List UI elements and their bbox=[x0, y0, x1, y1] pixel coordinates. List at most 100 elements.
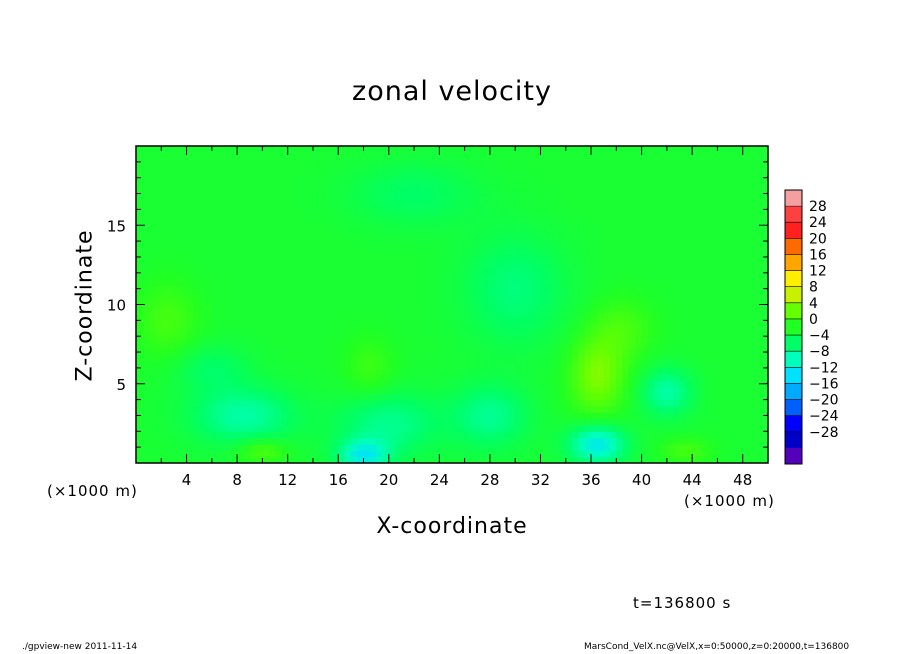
heatmap-cell bbox=[635, 146, 643, 153]
heatmap-cell bbox=[199, 196, 207, 204]
heatmap-cell bbox=[142, 285, 150, 293]
heatmap-cell bbox=[578, 456, 586, 463]
heatmap-cell bbox=[572, 165, 579, 172]
heatmap-cell bbox=[306, 171, 314, 179]
heatmap-cell bbox=[350, 285, 358, 293]
heatmap-cell bbox=[534, 247, 542, 255]
heatmap-cell bbox=[376, 443, 384, 451]
heatmap-cell bbox=[704, 146, 712, 153]
heatmap-cell bbox=[723, 450, 731, 458]
heatmap-cell bbox=[357, 291, 365, 299]
heatmap-cell bbox=[148, 184, 156, 191]
heatmap-cell bbox=[515, 177, 523, 185]
heatmap-cell bbox=[249, 203, 257, 210]
heatmap-cell bbox=[319, 285, 327, 293]
heatmap-cell bbox=[679, 393, 687, 401]
x-unit-label-left: (×1000 m) bbox=[47, 482, 138, 500]
heatmap-cell bbox=[218, 374, 226, 382]
heatmap-cell bbox=[521, 279, 529, 287]
heatmap-cell bbox=[641, 260, 649, 268]
heatmap-cell bbox=[717, 196, 725, 204]
heatmap-cell bbox=[256, 399, 263, 407]
heatmap-cell bbox=[685, 228, 693, 236]
heatmap-cell bbox=[477, 437, 485, 445]
heatmap-cell bbox=[319, 158, 327, 166]
heatmap-cell bbox=[230, 405, 238, 413]
heatmap-cell bbox=[256, 209, 263, 217]
heatmap-cell bbox=[192, 348, 200, 356]
heatmap-cell bbox=[730, 247, 737, 255]
heatmap-cell bbox=[306, 380, 314, 388]
heatmap-cell bbox=[445, 247, 453, 255]
heatmap-cell bbox=[357, 298, 365, 306]
heatmap-cell bbox=[679, 418, 687, 426]
heatmap-cell bbox=[673, 342, 681, 350]
heatmap-cell bbox=[218, 456, 226, 463]
heatmap-cell bbox=[433, 222, 440, 230]
heatmap-cell bbox=[388, 209, 396, 217]
heatmap-cell bbox=[420, 209, 428, 217]
heatmap-cell bbox=[401, 380, 409, 388]
heatmap-cell bbox=[610, 177, 617, 185]
heatmap-cell bbox=[173, 253, 181, 261]
heatmap-cell bbox=[685, 443, 693, 451]
heatmap-cell bbox=[237, 437, 245, 445]
heatmap-cell bbox=[281, 424, 289, 432]
heatmap-cell bbox=[420, 342, 428, 350]
heatmap-cell bbox=[496, 431, 504, 439]
heatmap-cell bbox=[622, 380, 630, 388]
heatmap-cell bbox=[698, 348, 706, 356]
heatmap-cell bbox=[350, 241, 358, 249]
heatmap-cell bbox=[534, 146, 542, 153]
heatmap-cell bbox=[704, 443, 712, 451]
heatmap-cell bbox=[350, 393, 358, 401]
heatmap-cell bbox=[698, 437, 706, 445]
heatmap-cell bbox=[382, 380, 390, 388]
heatmap-cell bbox=[249, 247, 257, 255]
heatmap-cell bbox=[711, 310, 719, 318]
heatmap-cell bbox=[666, 310, 674, 318]
heatmap-cell bbox=[755, 456, 763, 463]
heatmap-cell bbox=[628, 424, 636, 432]
heatmap-cell bbox=[300, 361, 308, 369]
heatmap-cell bbox=[167, 228, 175, 236]
heatmap-cell bbox=[420, 146, 428, 153]
heatmap-cell bbox=[508, 177, 516, 185]
heatmap-cell bbox=[578, 165, 586, 172]
heatmap-cell bbox=[698, 171, 706, 179]
heatmap-cell bbox=[414, 241, 421, 249]
heatmap-cell bbox=[167, 209, 175, 217]
heatmap-cell bbox=[452, 374, 459, 382]
heatmap-cell bbox=[161, 266, 169, 274]
heatmap-cell bbox=[243, 405, 251, 413]
heatmap-cell bbox=[647, 443, 655, 451]
heatmap-cell bbox=[704, 266, 712, 274]
heatmap-cell bbox=[312, 177, 320, 185]
heatmap-cell bbox=[559, 234, 567, 242]
heatmap-cell bbox=[483, 329, 491, 337]
heatmap-cell bbox=[180, 374, 188, 382]
heatmap-cell bbox=[186, 399, 194, 407]
heatmap-cell bbox=[148, 228, 156, 236]
heatmap-cell bbox=[363, 329, 371, 337]
heatmap-cell bbox=[407, 450, 415, 458]
heatmap-cell bbox=[287, 323, 295, 331]
heatmap-cell bbox=[199, 228, 207, 236]
heatmap-cell bbox=[199, 361, 207, 369]
heatmap-cell bbox=[180, 190, 188, 198]
heatmap-cell bbox=[761, 374, 768, 382]
heatmap-cell bbox=[572, 279, 579, 287]
heatmap-cell bbox=[275, 355, 282, 363]
heatmap-cell bbox=[546, 456, 554, 463]
heatmap-cell bbox=[685, 266, 693, 274]
heatmap-cell bbox=[433, 158, 440, 166]
heatmap-cell bbox=[167, 329, 175, 337]
heatmap-cell bbox=[698, 456, 706, 463]
heatmap-cell bbox=[464, 222, 472, 230]
heatmap-cell bbox=[666, 329, 674, 337]
heatmap-cell bbox=[268, 253, 276, 261]
heatmap-cell bbox=[211, 431, 219, 439]
heatmap-cell bbox=[546, 298, 554, 306]
heatmap-cell bbox=[363, 431, 371, 439]
heatmap-cell bbox=[489, 380, 497, 388]
